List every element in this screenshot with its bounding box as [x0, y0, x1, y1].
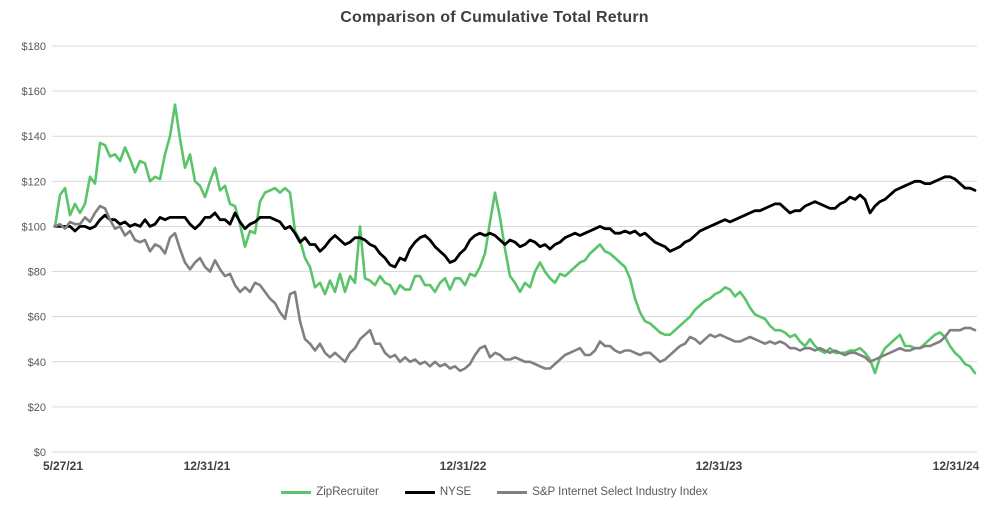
- y-tick-label: $0: [34, 447, 46, 459]
- x-tick-label: 12/31/24: [933, 459, 980, 473]
- x-axis-tick-labels: 5/27/21 12/31/21 12/31/22 12/31/23 12/31/24: [43, 459, 980, 473]
- legend-line-swatch-nyse: [404, 490, 435, 494]
- x-tick-label: 12/31/23: [696, 459, 743, 473]
- y-tick-label: $80: [28, 267, 46, 279]
- series-line-nyse: [53, 175, 977, 269]
- y-tick-label: $140: [22, 131, 46, 143]
- legend-label-ziprecruiter: ZipRecruiter: [316, 486, 379, 498]
- legend-label-sp-internet-index: S&P Internet Select Industry Index: [532, 486, 708, 498]
- series-line-s-p-internet-select-industry-index: [53, 204, 977, 373]
- x-tick-label: 12/31/21: [184, 459, 231, 473]
- y-tick-label: $20: [28, 402, 46, 414]
- series-line-ziprecruiter: [53, 103, 977, 375]
- y-tick-label: $60: [28, 312, 46, 324]
- legend-item-sp-internet-index: S&P Internet Select Industry Index: [497, 486, 708, 498]
- legend-line-swatch-sp-internet-index: [497, 490, 528, 494]
- x-tick-label: 12/31/22: [440, 459, 487, 473]
- chart-title: Comparison of Cumulative Total Return: [340, 9, 649, 26]
- legend-item-ziprecruiter: ZipRecruiter: [281, 486, 379, 498]
- gridlines: [52, 45, 977, 453]
- x-tick-label: 5/27/21: [43, 459, 83, 473]
- y-tick-label: $180: [22, 41, 46, 53]
- legend-item-nyse: NYSE: [404, 486, 472, 498]
- legend-line-swatch-ziprecruiter: [281, 490, 312, 494]
- legend-label-nyse: NYSE: [439, 486, 472, 498]
- y-tick-label: $120: [22, 176, 46, 188]
- y-tick-label: $160: [22, 86, 46, 98]
- y-tick-label: $100: [22, 221, 46, 233]
- series-lines: [53, 103, 977, 375]
- y-tick-label: $40: [28, 357, 46, 369]
- y-axis-tick-labels: $0 $20 $40 $60 $80 $100 $120 $140 $160 $180: [22, 41, 46, 459]
- legend: ZipRecruiter NYSE S&P Internet Select In…: [0, 482, 989, 502]
